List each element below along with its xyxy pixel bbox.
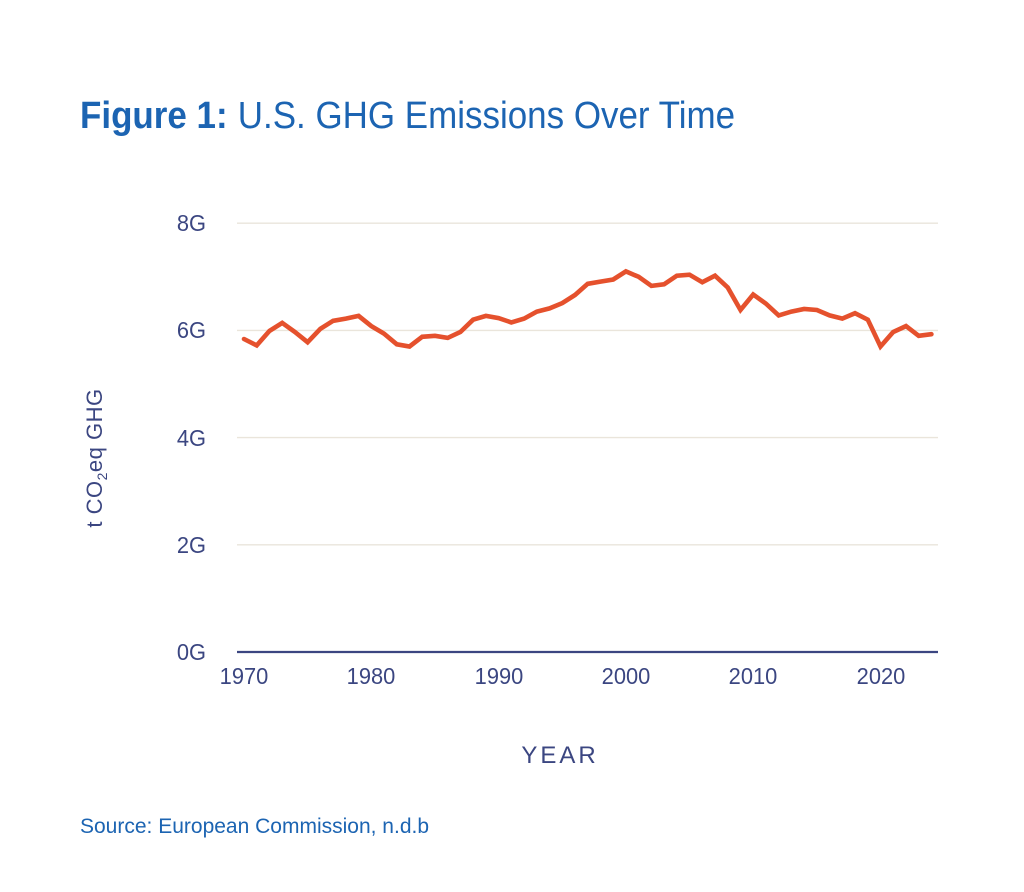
figure-title-text: U.S. GHG Emissions Over Time bbox=[237, 95, 736, 137]
y-tick-label: 2G bbox=[176, 531, 206, 558]
y-tick-label: 4G bbox=[176, 424, 206, 451]
y-tick-label: 6G bbox=[176, 317, 206, 344]
y-axis-label-post: eq GHG bbox=[82, 388, 107, 473]
emissions-line-series bbox=[241, 268, 934, 351]
x-axis-label: YEAR bbox=[521, 742, 599, 769]
x-tick-label: 2020 bbox=[856, 663, 905, 689]
source-text: Source: European Commission, n.d.b bbox=[80, 815, 430, 838]
x-tick-label: 1970 bbox=[219, 663, 269, 689]
figure-number-label: Figure 1: bbox=[80, 95, 228, 137]
y-tick-label: 8G bbox=[176, 210, 206, 237]
figure-title: Figure 1: U.S. GHG Emissions Over Time bbox=[80, 94, 735, 138]
x-tick-label: 1990 bbox=[474, 663, 523, 689]
x-tick-label: 1980 bbox=[346, 663, 396, 689]
x-tick-label: 2010 bbox=[728, 663, 778, 689]
y-axis-label: t CO2eq GHG bbox=[82, 388, 110, 527]
y-tick-label: 0G bbox=[176, 639, 206, 665]
x-tick-label: 2000 bbox=[601, 663, 651, 689]
y-axis-label-pre: t CO bbox=[82, 480, 107, 528]
y-axis-label-subscript: 2 bbox=[94, 472, 110, 481]
